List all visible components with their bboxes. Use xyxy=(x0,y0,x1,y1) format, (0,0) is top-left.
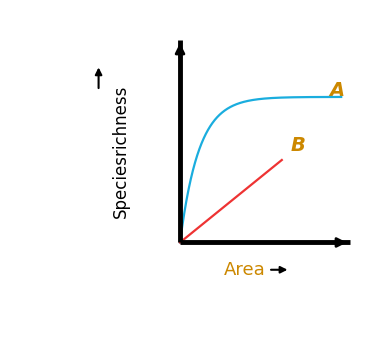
Text: A: A xyxy=(329,81,345,100)
Text: B: B xyxy=(290,136,305,155)
Text: Speciesrichness: Speciesrichness xyxy=(112,85,130,218)
Text: Area: Area xyxy=(224,261,265,279)
